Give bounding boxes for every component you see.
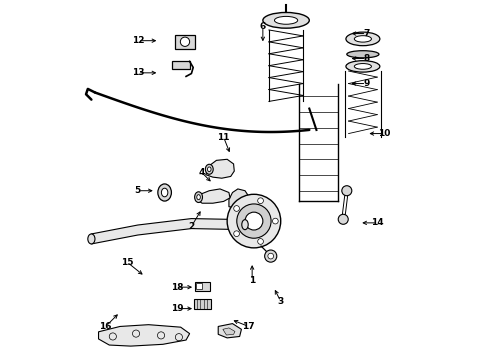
Ellipse shape: [158, 184, 172, 201]
Ellipse shape: [161, 188, 168, 197]
Ellipse shape: [88, 234, 95, 244]
Text: 19: 19: [171, 304, 183, 313]
Polygon shape: [197, 189, 230, 203]
Polygon shape: [223, 328, 235, 335]
Text: 9: 9: [363, 79, 369, 88]
Ellipse shape: [207, 167, 211, 172]
Text: 2: 2: [188, 222, 195, 231]
Polygon shape: [229, 189, 250, 208]
Text: 17: 17: [242, 322, 255, 331]
Circle shape: [258, 198, 264, 203]
Ellipse shape: [197, 195, 200, 200]
Bar: [194, 298, 211, 309]
Circle shape: [237, 204, 271, 238]
Text: 5: 5: [135, 186, 141, 195]
Text: 13: 13: [132, 68, 144, 77]
Circle shape: [258, 239, 264, 244]
Bar: [172, 62, 190, 68]
Circle shape: [342, 186, 352, 196]
Ellipse shape: [205, 164, 213, 174]
Text: 10: 10: [378, 129, 391, 138]
Text: 3: 3: [278, 297, 284, 306]
Circle shape: [268, 253, 273, 259]
Text: 6: 6: [260, 22, 266, 31]
Text: 11: 11: [218, 132, 230, 141]
Circle shape: [272, 218, 278, 224]
Polygon shape: [218, 324, 242, 338]
Text: 15: 15: [121, 258, 133, 267]
Polygon shape: [206, 159, 234, 178]
Circle shape: [338, 214, 348, 224]
Circle shape: [245, 212, 263, 230]
Text: 12: 12: [132, 36, 144, 45]
Polygon shape: [92, 219, 245, 244]
Text: 7: 7: [363, 29, 369, 38]
Circle shape: [180, 37, 190, 46]
Bar: [196, 283, 202, 289]
Text: 16: 16: [99, 322, 112, 331]
Text: 4: 4: [199, 168, 205, 177]
Ellipse shape: [242, 220, 248, 230]
Ellipse shape: [354, 36, 371, 42]
Ellipse shape: [263, 13, 309, 28]
Ellipse shape: [354, 64, 371, 69]
Circle shape: [265, 250, 277, 262]
Bar: [195, 282, 210, 291]
Circle shape: [227, 194, 281, 248]
Ellipse shape: [346, 61, 380, 72]
Ellipse shape: [347, 51, 379, 58]
Ellipse shape: [195, 192, 202, 203]
Ellipse shape: [346, 32, 380, 46]
Text: 18: 18: [171, 283, 183, 292]
Text: 8: 8: [363, 54, 369, 63]
Ellipse shape: [274, 17, 298, 24]
Polygon shape: [98, 325, 190, 346]
Text: 14: 14: [371, 219, 384, 228]
Text: 1: 1: [249, 275, 255, 284]
Circle shape: [234, 206, 240, 211]
Bar: [175, 35, 195, 49]
Circle shape: [234, 231, 240, 237]
